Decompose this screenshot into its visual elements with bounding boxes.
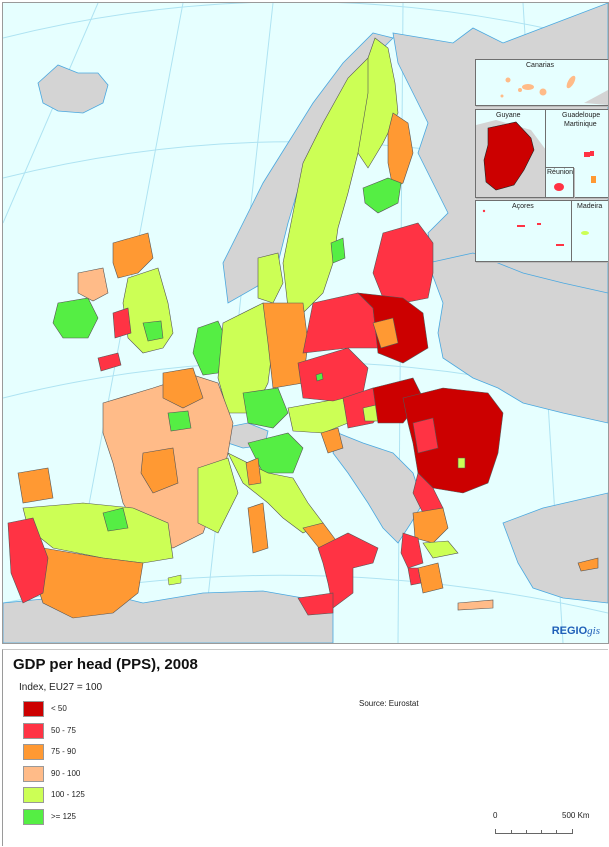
inset-label-canarias: Canarias: [526, 62, 555, 69]
legend-label: < 50: [51, 704, 67, 713]
scale-tick: [526, 830, 527, 833]
legend-label: >= 125: [51, 811, 76, 821]
legend-swatch: [23, 701, 44, 717]
eu-regions: [7, 37, 599, 619]
legend-swatch: [23, 722, 44, 739]
legend-swatch: [23, 808, 44, 825]
acores-islands: [482, 209, 564, 246]
map-canvas: Canarias Guyane Guadeloupe Martinique Ré…: [2, 2, 609, 644]
scale-end-label: 500 Km: [562, 811, 590, 820]
madeira-island: [581, 231, 589, 235]
inset-guyane: Guyane: [475, 109, 547, 198]
inset-label-acores: Açores: [512, 203, 534, 210]
reunion-island: [554, 183, 564, 191]
legend-swatch: [23, 765, 44, 782]
guyane-map: [476, 110, 546, 197]
canarias-islands: [500, 75, 608, 105]
legend-label: 75 - 90: [51, 747, 76, 757]
inset-label-reunion: Réunion: [547, 169, 574, 176]
inset-acores: Açores: [475, 200, 573, 262]
regiogis-logo: REGIOgis: [552, 625, 600, 637]
scale-tick: [511, 830, 512, 833]
logo-primary: REGIO: [551, 625, 588, 637]
legend-label: 90 - 100: [51, 768, 81, 778]
legend-label: 100 - 125: [51, 790, 85, 800]
inset-reunion: Réunion: [545, 167, 574, 198]
antilles-islands: [584, 151, 596, 183]
scale-bar: 0 500 Km: [493, 811, 590, 841]
scale-start-label: 0: [493, 811, 498, 820]
legend-swatch: [23, 744, 44, 761]
inset-label-madeira: Madeira: [577, 203, 603, 210]
legend-label: 50 - 75: [51, 725, 76, 735]
logo-secondary: gis: [587, 625, 600, 637]
legend-panel: GDP per head (PPS), 2008 Index, EU27 = 1…: [2, 649, 608, 846]
inset-madeira: Madeira: [571, 200, 608, 262]
legend-swatch: [23, 787, 44, 804]
inset-label-guyane: Guyane: [496, 112, 521, 119]
scale-tick: [556, 830, 557, 833]
source-label: Source: Eurostat: [359, 699, 419, 708]
scale-tick: [541, 830, 542, 833]
legend-subtitle: Index, EU27 = 100: [19, 682, 103, 693]
scale-line: [495, 829, 573, 834]
inset-label-guadeloupe: Guadeloupe: [562, 112, 601, 119]
inset-canarias: Canarias: [475, 59, 608, 106]
inset-label-martinique: Martinique: [564, 121, 597, 128]
islands: [167, 574, 182, 586]
map-title: GDP per head (PPS), 2008: [13, 656, 198, 673]
